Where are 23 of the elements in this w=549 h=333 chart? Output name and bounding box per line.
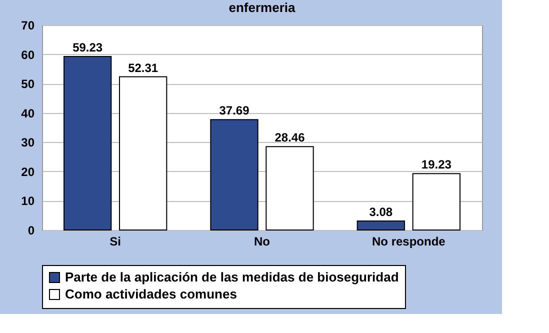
x-tick-label: No [254, 234, 270, 248]
y-tick-label: 50 [21, 77, 35, 92]
data-label: 52.31 [128, 60, 158, 75]
data-label: 28.46 [274, 130, 306, 145]
bar [64, 56, 112, 230]
y-tick-label: 10 [21, 194, 35, 208]
y-tick-label: 40 [21, 106, 35, 120]
y-tick-label: 0 [28, 224, 35, 238]
x-tick-label: No responde [372, 234, 446, 248]
bar [210, 119, 258, 230]
y-tick-label: 30 [21, 136, 35, 150]
legend-label: Parte de la aplicación de las medidas de bioseguridad [65, 270, 399, 284]
y-tick-label: 20 [21, 164, 35, 179]
chart-title: enfermeria [228, 0, 296, 15]
y-tick-label: 60 [21, 48, 35, 62]
x-tick-label: Si [110, 234, 122, 248]
data-label: 37.69 [219, 104, 250, 118]
data-label: 3.08 [369, 204, 393, 219]
data-label: 59.23 [72, 40, 103, 55]
y-tick-label: 70 [21, 18, 35, 32]
legend-label: Como actividades comunes [65, 286, 237, 302]
bar [356, 220, 406, 230]
data-label: 19.23 [421, 158, 452, 172]
